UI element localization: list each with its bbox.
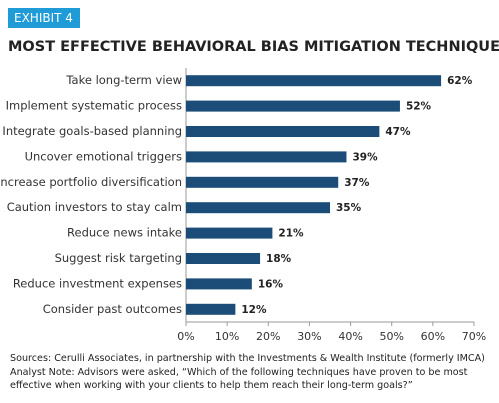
value-label: 18% xyxy=(266,253,292,265)
bar xyxy=(186,176,339,188)
y-tick-label: Increase portfolio diversification xyxy=(0,175,182,189)
y-tick-label: Reduce investment expenses xyxy=(13,276,182,290)
value-label: 62% xyxy=(447,75,473,87)
y-tick-label: Suggest risk targeting xyxy=(55,251,182,265)
value-label: 39% xyxy=(352,151,378,163)
bar xyxy=(186,278,252,290)
y-tick-label: Integrate goals-based planning xyxy=(2,124,182,138)
value-label: 16% xyxy=(258,278,284,290)
x-tick-label: 20% xyxy=(256,330,280,343)
x-tick-label: 50% xyxy=(379,330,403,343)
notes: Sources: Cerulli Associates, in partners… xyxy=(10,352,495,393)
bar xyxy=(186,227,273,239)
y-tick-label: Implement systematic process xyxy=(6,99,182,113)
bar xyxy=(186,202,330,214)
y-tick-label: Reduce news intake xyxy=(67,226,182,240)
value-label: 12% xyxy=(241,304,267,316)
value-label: 37% xyxy=(344,177,370,189)
bar xyxy=(186,303,236,315)
bar xyxy=(186,151,347,163)
x-tick-label: 60% xyxy=(421,330,445,343)
x-tick-label: 0% xyxy=(177,330,194,343)
x-tick-label: 40% xyxy=(338,330,362,343)
y-tick-label: Caution investors to stay calm xyxy=(7,200,182,214)
source: Sources: Cerulli Associates, in partners… xyxy=(10,353,485,364)
exhibit-label: EXHIBIT 4 xyxy=(14,11,73,25)
y-tick-label: Consider past outcomes xyxy=(43,302,182,316)
value-label: 47% xyxy=(385,126,411,138)
chart-title: MOST EFFECTIVE BEHAVIORAL BIAS MITIGATIO… xyxy=(8,39,499,55)
value-label: 21% xyxy=(278,228,304,240)
x-tick-label: 70% xyxy=(462,330,486,343)
chart: EXHIBIT 4 MOST EFFECTIVE BEHAVIORAL BIAS… xyxy=(0,8,499,343)
bar xyxy=(186,75,442,87)
bar xyxy=(186,100,400,112)
bar xyxy=(186,253,261,264)
exhibit-badge xyxy=(8,8,80,28)
value-label: 35% xyxy=(336,202,362,214)
x-tick-label: 10% xyxy=(215,330,239,343)
bar xyxy=(186,126,380,137)
value-label: 52% xyxy=(406,101,432,113)
note: Analyst Note: Advisors were asked, “Whic… xyxy=(10,366,468,392)
y-tick-label: Uncover emotional triggers xyxy=(25,149,182,163)
y-tick-label: Take long-term view xyxy=(65,73,182,87)
x-tick-label: 30% xyxy=(297,330,321,343)
